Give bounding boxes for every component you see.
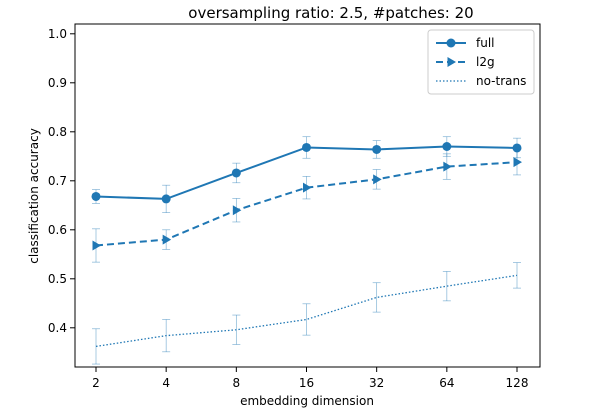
- series-line: [95, 161, 518, 247]
- series-no-trans: [92, 262, 521, 365]
- data-point: [513, 157, 522, 168]
- series-layer: [91, 136, 522, 365]
- y-axis-label: classification accuracy: [27, 128, 41, 264]
- x-tick-label: 16: [299, 376, 314, 390]
- y-tick-label: 0.8: [48, 125, 67, 139]
- data-point: [231, 168, 241, 178]
- x-tick-label: 64: [439, 376, 454, 390]
- x-tick-label: 2: [92, 376, 100, 390]
- x-axis: 2 4 8 16 32 64 128: [92, 367, 528, 390]
- y-tick-label: 0.5: [48, 272, 67, 286]
- data-point: [161, 194, 171, 204]
- legend-label: no-trans: [476, 74, 526, 88]
- data-point: [373, 174, 382, 185]
- chart-title: oversampling ratio: 2.5, #patches: 20: [188, 4, 473, 22]
- y-tick-label: 1.0: [48, 27, 67, 41]
- data-point: [91, 191, 101, 201]
- data-point: [303, 182, 312, 193]
- y-axis: 0.4 0.5 0.6 0.7 0.8 0.9 1.0: [48, 27, 75, 335]
- data-point: [447, 57, 456, 67]
- plot-frame: [74, 23, 541, 368]
- legend-box: [427, 29, 535, 95]
- data-point: [232, 205, 242, 216]
- x-axis-label: embedding dimension: [240, 394, 374, 408]
- series-full: [91, 136, 522, 213]
- legend: full l2g no-trans: [427, 29, 535, 95]
- x-tick-label: 128: [506, 376, 529, 390]
- data-point: [92, 240, 101, 251]
- legend-label: l2g: [476, 55, 495, 69]
- y-tick-label: 0.6: [48, 223, 67, 237]
- y-tick-label: 0.9: [48, 76, 67, 90]
- data-point: [372, 144, 382, 154]
- y-tick-label: 0.4: [48, 321, 67, 335]
- series-line: [95, 274, 518, 348]
- data-point: [162, 234, 172, 245]
- y-tick-label: 0.7: [48, 174, 67, 188]
- x-tick-label: 4: [162, 376, 170, 390]
- data-point: [442, 142, 452, 151]
- data-point: [302, 142, 311, 152]
- x-tick-label: 32: [369, 376, 384, 390]
- x-tick-label: 8: [233, 376, 241, 390]
- series-l2g: [92, 149, 522, 263]
- legend-label: full: [476, 36, 495, 50]
- data-point: [512, 143, 522, 153]
- data-point: [446, 38, 456, 48]
- data-point: [443, 161, 452, 172]
